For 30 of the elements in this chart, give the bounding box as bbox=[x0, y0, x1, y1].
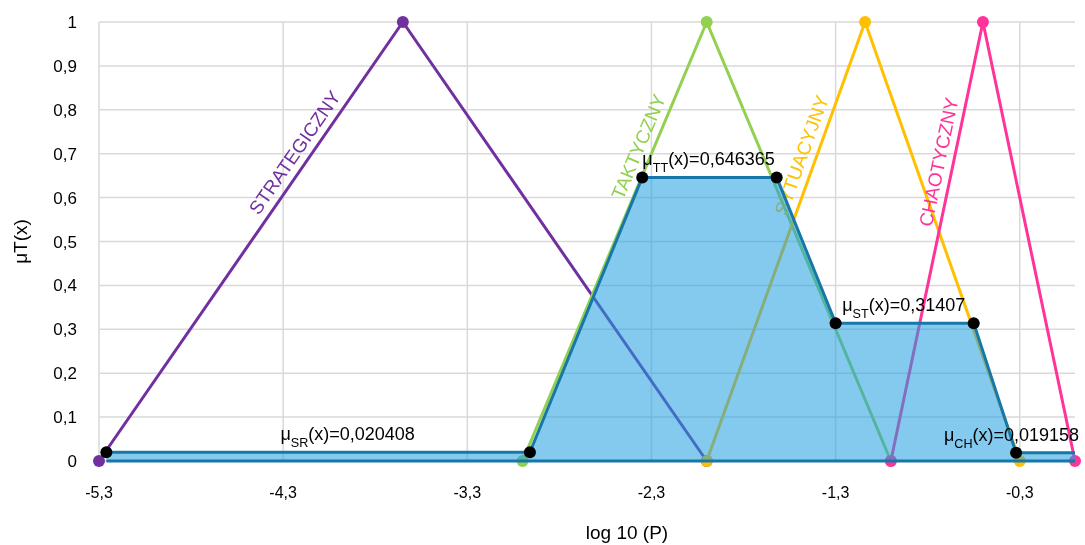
x-tick-label: -2,3 bbox=[637, 484, 666, 501]
x-tick-label: -4,3 bbox=[269, 484, 298, 501]
point bbox=[523, 446, 536, 459]
y-tick-label: 0,9 bbox=[53, 56, 77, 76]
point bbox=[700, 16, 713, 28]
y-tick-label: 0,2 bbox=[53, 364, 77, 384]
y-axis-title: μT(x) bbox=[10, 219, 31, 264]
y-tick-label: 0 bbox=[67, 452, 77, 471]
x-tick-label: -5,3 bbox=[85, 484, 113, 501]
x-tick-label: -1,3 bbox=[821, 484, 850, 501]
point bbox=[976, 16, 989, 28]
y-tick-label: 0,7 bbox=[53, 144, 77, 164]
point bbox=[967, 317, 980, 330]
point bbox=[1010, 446, 1023, 459]
y-tick-label: 0,6 bbox=[53, 188, 77, 208]
point bbox=[100, 446, 113, 459]
y-tick-label: 0,3 bbox=[53, 320, 77, 340]
y-tick-label: 0,4 bbox=[53, 276, 77, 296]
x-axis-title: log 10 (P) bbox=[585, 522, 669, 543]
point bbox=[396, 16, 409, 28]
y-tick-label: 0,1 bbox=[53, 408, 77, 428]
x-tick-label: -0,3 bbox=[1005, 484, 1034, 501]
point bbox=[93, 455, 105, 467]
y-tick-label: 0,8 bbox=[53, 100, 77, 120]
point bbox=[859, 16, 872, 28]
y-tick-label: 1 bbox=[67, 13, 77, 32]
point bbox=[829, 317, 842, 330]
annotation: μ$_{SR}$(x)=0,020408 bbox=[280, 424, 415, 451]
y-tick-label: 0,5 bbox=[53, 232, 77, 252]
x-tick-label: -3,3 bbox=[453, 484, 482, 501]
